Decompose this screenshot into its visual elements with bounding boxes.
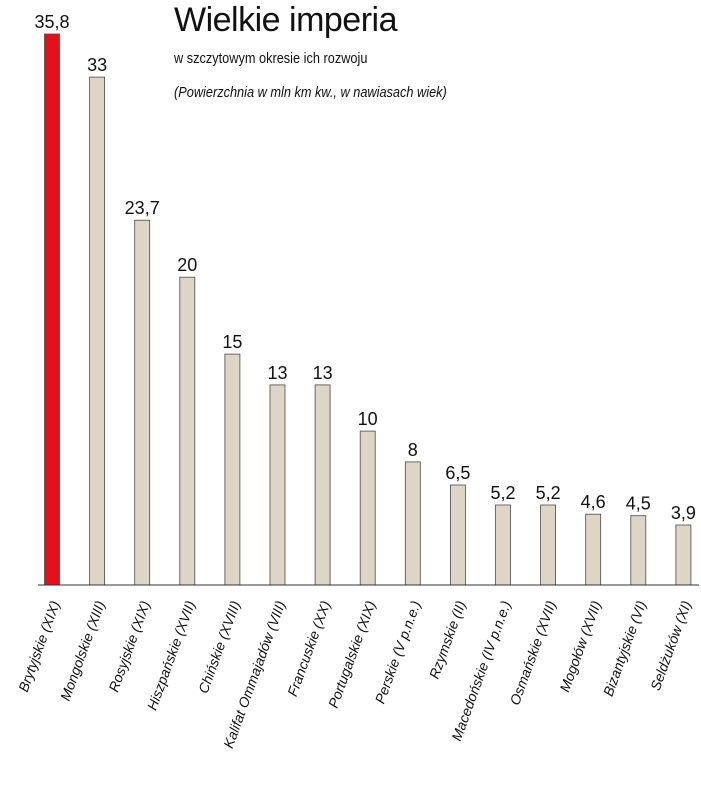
category-label-6: Francuskie (XX)	[284, 599, 333, 699]
chart-title: Wielkie imperia	[174, 1, 398, 39]
value-label-6: 13	[313, 363, 333, 383]
category-label-8: Perskie (V p.n.e.)	[372, 599, 424, 706]
category-label-2: Rosyjskie (XIX)	[105, 599, 153, 694]
bar-6	[314, 384, 331, 586]
labels-layer: 35,8 Brytyjskie (XIX) 33 Mongolskie (XIII) 2…	[15, 12, 696, 750]
bar-8	[404, 461, 421, 586]
bar-1	[89, 76, 105, 586]
value-label-11: 5,2	[536, 483, 561, 503]
bar-3	[179, 276, 196, 586]
bar-13	[630, 515, 647, 586]
bar-14	[675, 524, 692, 586]
bar-10	[495, 504, 511, 586]
category-label-12: Mogołów (XVII)	[556, 599, 604, 694]
bar-11	[540, 504, 556, 586]
value-label-14: 3,9	[671, 503, 696, 523]
chart-subtitle: w szczytowym okresie ich rozwoju	[174, 50, 368, 67]
category-label-3: Hiszpańskie (XVII)	[144, 599, 198, 713]
category-label-9: Rzymskie (II)	[426, 599, 469, 681]
value-label-5: 13	[267, 363, 287, 383]
bars-layer	[44, 33, 692, 586]
category-label-4: Chińskie (XVIII)	[195, 599, 243, 696]
value-label-7: 10	[358, 409, 378, 429]
value-label-3: 20	[177, 255, 197, 275]
category-label-13: Bizantyjskie (VI)	[600, 599, 649, 699]
value-label-9: 6,5	[445, 463, 470, 483]
value-label-8: 8	[408, 440, 418, 460]
value-label-4: 15	[222, 332, 242, 352]
bar-12	[585, 513, 602, 586]
value-label-13: 4,5	[626, 494, 651, 514]
value-label-0: 35,8	[34, 12, 69, 32]
chart-note: (Powierzchnia w mln km kw., w nawiasach …	[174, 84, 447, 101]
bar-4	[224, 353, 241, 586]
value-label-12: 4,6	[581, 492, 606, 512]
value-label-2: 23,7	[125, 198, 160, 218]
category-label-11: Osmańskie (XVII)	[506, 599, 559, 708]
bar-7	[359, 430, 376, 586]
category-label-14: Seldżuków (XI)	[647, 599, 694, 693]
value-label-10: 5,2	[490, 483, 515, 503]
category-label-0: Brytyjskie (XIX)	[15, 599, 63, 694]
bar-5	[269, 384, 286, 586]
bar-0	[44, 33, 60, 586]
category-label-7: Portugalskie (XIX)	[325, 599, 379, 710]
bar-2	[134, 219, 151, 586]
value-label-1: 33	[87, 55, 107, 75]
bar-9	[449, 484, 466, 586]
category-label-1: Mongolskie (XIII)	[57, 599, 108, 703]
